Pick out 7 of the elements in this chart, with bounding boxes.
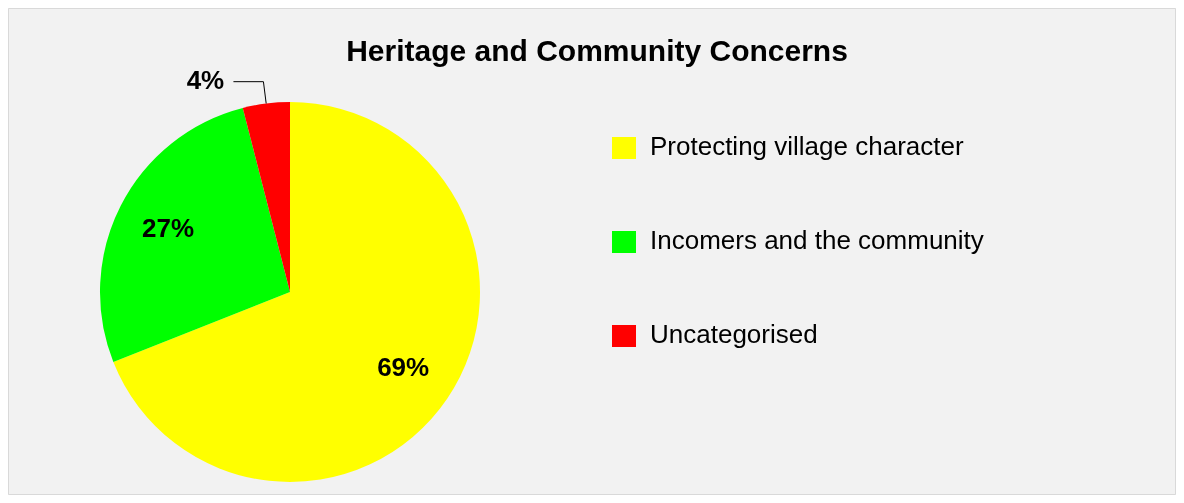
- legend-label: Protecting village character: [650, 131, 964, 162]
- chart-title: Heritage and Community Concerns: [346, 34, 848, 68]
- legend-label: Uncategorised: [650, 319, 818, 350]
- data-label: 69%: [377, 352, 430, 383]
- data-label: 27%: [142, 213, 195, 244]
- data-label: 4%: [186, 64, 225, 95]
- legend-label: Incomers and the community: [650, 225, 984, 256]
